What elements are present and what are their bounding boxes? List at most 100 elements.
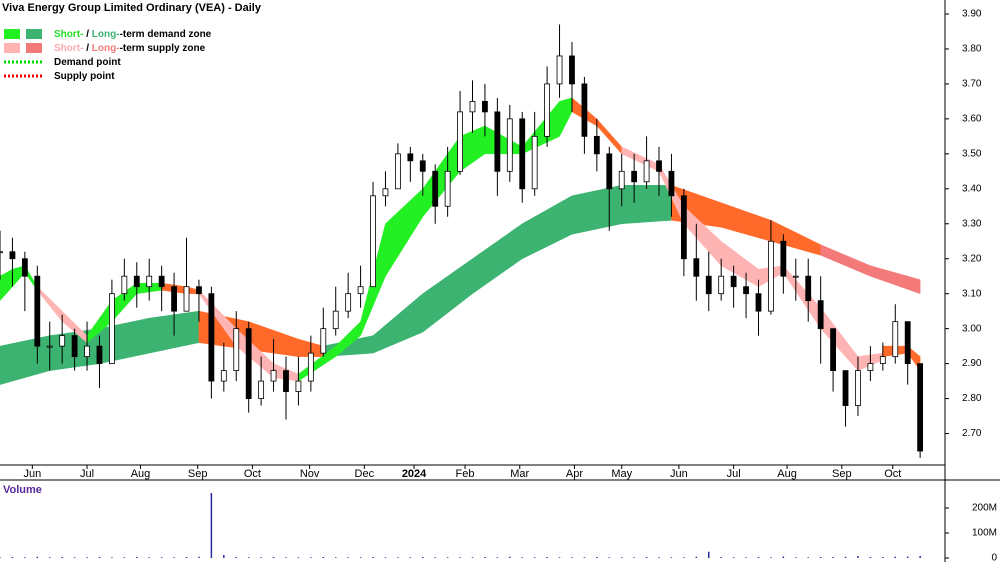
candle-body xyxy=(220,370,227,382)
candle-body xyxy=(593,135,600,155)
legend-swatch xyxy=(26,43,42,53)
legend-part: -term demand zone xyxy=(120,29,212,40)
candle-body xyxy=(320,328,327,354)
candle-body xyxy=(643,160,650,183)
legend-part: Long- xyxy=(92,29,120,40)
x-tick-label: Oct xyxy=(244,468,261,480)
candle-body xyxy=(382,188,389,197)
candle-body xyxy=(917,363,924,452)
y-tick-label: 3.70 xyxy=(962,79,982,90)
legend-part: Demand point xyxy=(54,57,121,68)
volume-tick-label: 0 xyxy=(991,553,997,562)
y-tick-label: 3.10 xyxy=(962,288,982,299)
candle-body xyxy=(506,118,513,172)
legend-part: Long- xyxy=(92,43,120,54)
candle-body xyxy=(71,335,78,358)
legend-part: / xyxy=(83,29,91,40)
candle-body xyxy=(680,195,687,260)
candle-body xyxy=(581,83,588,137)
candle-body xyxy=(743,286,749,295)
candle-body xyxy=(0,251,3,254)
candle-body xyxy=(332,310,339,330)
y-tick-label: 3.40 xyxy=(962,183,982,194)
y-tick-label: 3.80 xyxy=(962,44,982,55)
candles xyxy=(0,24,924,459)
y-tick-label: 3.90 xyxy=(962,9,982,20)
candle-body xyxy=(196,286,202,295)
candle-body xyxy=(469,100,476,113)
candle-body xyxy=(606,153,613,190)
candle-body xyxy=(879,356,886,365)
x-tick-label: Jul xyxy=(80,468,94,480)
candle-body xyxy=(258,380,265,399)
x-tick-label: 2024 xyxy=(402,468,427,480)
volume-label: Volume xyxy=(3,484,42,496)
candle-body xyxy=(370,195,376,288)
candle-body xyxy=(656,160,662,172)
x-tick-label: Nov xyxy=(300,468,320,480)
x-tick-label: Oct xyxy=(884,468,901,480)
legend-label: Demand point xyxy=(54,57,121,68)
candle-body xyxy=(631,170,638,183)
candle-body xyxy=(705,275,712,295)
x-tick-label: Apr xyxy=(566,468,583,480)
x-tick-label: Dec xyxy=(355,468,375,480)
x-tick-label: Mar xyxy=(510,468,529,480)
legend-part: Short- xyxy=(54,29,83,40)
candle-body xyxy=(84,345,90,358)
candle-body xyxy=(345,293,352,312)
candle-body xyxy=(59,335,66,347)
candle-body xyxy=(109,293,115,365)
candle-body xyxy=(892,321,899,358)
candle-body xyxy=(693,258,700,277)
y-tick-label: 3.00 xyxy=(962,323,982,334)
candle-body xyxy=(618,170,625,190)
candle-body xyxy=(830,328,836,372)
legend-part: / xyxy=(83,43,91,54)
candle-body xyxy=(96,345,103,365)
x-tick-label: Jun xyxy=(23,468,41,480)
candle-body xyxy=(121,275,128,295)
candle-body xyxy=(544,83,551,137)
candle-body xyxy=(46,345,53,348)
legend-part: Short- xyxy=(54,43,83,54)
candle-body xyxy=(780,240,787,277)
candle-body xyxy=(245,328,252,399)
candle-body xyxy=(755,293,762,312)
candle-body xyxy=(482,100,488,113)
candle-body xyxy=(394,153,401,190)
candle-body xyxy=(208,293,215,382)
y-tick-label: 2.90 xyxy=(962,358,982,369)
candle-body xyxy=(444,170,451,207)
y-tick-label: 2.80 xyxy=(962,393,982,404)
candle-body xyxy=(556,55,563,85)
volume-tick-label: 200M xyxy=(972,503,997,514)
volume-tick-label: 100M xyxy=(972,528,997,539)
candle-body xyxy=(494,111,501,172)
candle-body xyxy=(855,370,861,406)
candle-body xyxy=(9,251,16,260)
chart-title: Viva Energy Group Limited Ordinary (VEA)… xyxy=(2,2,262,14)
candle-body xyxy=(531,135,538,190)
candle-body xyxy=(805,275,812,302)
candle-body xyxy=(792,275,799,278)
candle-body xyxy=(842,370,849,406)
x-tick-label: Sep xyxy=(188,468,208,480)
y-tick-label: 3.20 xyxy=(962,253,982,264)
candle-body xyxy=(407,153,414,162)
candle-body xyxy=(730,275,737,288)
volume-panel: 0 100M 200M xyxy=(0,493,997,562)
candle-body xyxy=(295,380,302,392)
x-tick-label: Jul xyxy=(727,468,741,480)
x-tick-label: May xyxy=(611,468,632,480)
legend-label: Short- / Long--term supply zone xyxy=(54,43,206,54)
candle-body xyxy=(817,300,824,330)
legend-swatch xyxy=(4,29,20,39)
legend-part: Supply point xyxy=(54,71,115,82)
y-tick-label: 3.50 xyxy=(962,148,982,159)
candle-body xyxy=(357,286,364,295)
y-tick-label: 3.60 xyxy=(962,114,982,125)
x-tick-label: Jun xyxy=(670,468,688,480)
